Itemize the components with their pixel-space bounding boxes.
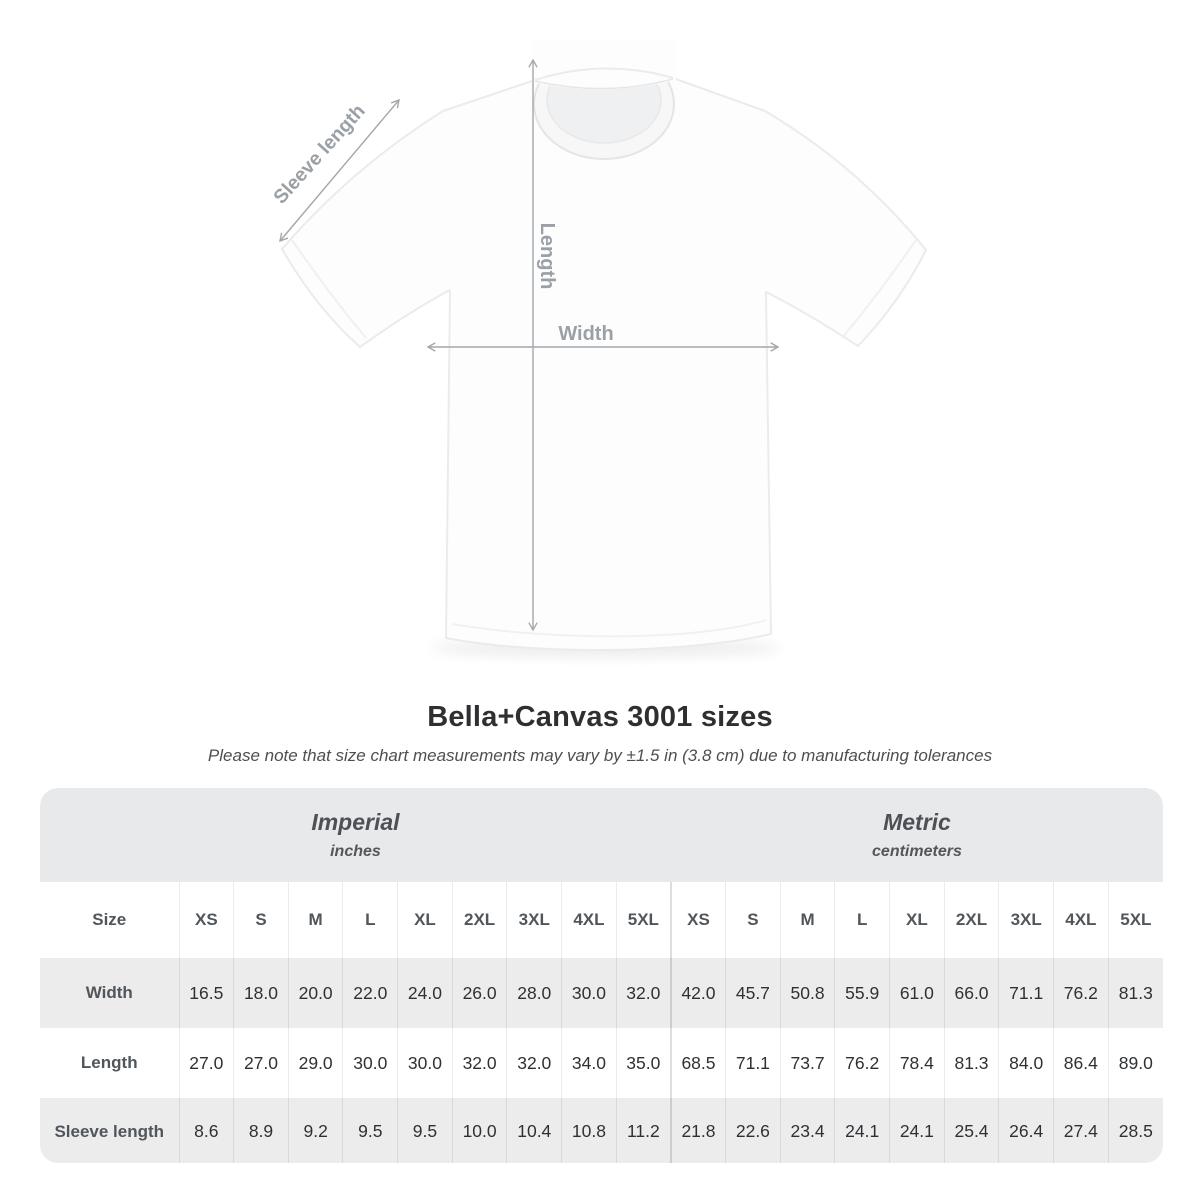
value-cell: 71.1	[998, 958, 1054, 1028]
metric-label: Metric	[883, 809, 951, 836]
value-cell: 18.0	[233, 958, 289, 1028]
value-cell: 27.0	[178, 1028, 234, 1098]
imperial-header: Imperial inches	[40, 788, 671, 882]
value-cell: 10.4	[506, 1098, 562, 1163]
unit-header-row: Imperial inches Metric centimeters	[40, 788, 1163, 882]
row-label: Length	[80, 1053, 138, 1072]
value-cell: 32.0	[615, 958, 671, 1028]
value-cell: 25.4	[943, 1098, 999, 1163]
value-cell: 81.3	[943, 1028, 999, 1098]
value-cell: 55.9	[834, 958, 890, 1028]
row-label: Sleeve length	[54, 1121, 165, 1141]
imperial-label: Imperial	[311, 809, 400, 836]
page-subtitle: Please note that size chart measurements…	[207, 746, 993, 765]
value-cell: 27.4	[1053, 1098, 1109, 1163]
size-header: L	[834, 882, 890, 958]
value-cell: 35.0	[615, 1028, 671, 1098]
value-cell: 22.0	[342, 958, 398, 1028]
value-cell: 8.6	[178, 1098, 234, 1163]
value-cell: 30.0	[561, 958, 617, 1028]
width-label: Width	[558, 323, 613, 345]
value-cell: 45.7	[725, 958, 781, 1028]
value-cell: 20.0	[287, 958, 343, 1028]
value-cell: 11.2	[615, 1098, 671, 1163]
size-header: 4XL	[1053, 882, 1109, 958]
value-cell: 76.2	[834, 1028, 890, 1098]
size-header: 3XL	[506, 882, 562, 958]
value-cell: 78.4	[889, 1028, 945, 1098]
value-cell: 68.5	[669, 1028, 726, 1098]
value-cell: 71.1	[725, 1028, 781, 1098]
value-cell: 10.8	[561, 1098, 617, 1163]
page-title: Bella+Canvas 3001 sizes	[427, 701, 773, 733]
size-header: M	[287, 882, 343, 958]
metric-unit-label: centimeters	[872, 842, 962, 860]
size-header-row: Size XS S M L XL 2XL 3XL 4XL 5XL XS S M …	[40, 882, 1163, 958]
size-chart-card: Imperial inches Metric centimeters Size …	[40, 788, 1163, 1163]
value-cell: 30.0	[342, 1028, 398, 1098]
value-cell: 76.2	[1053, 958, 1109, 1028]
value-cell: 84.0	[998, 1028, 1054, 1098]
value-cell: 10.0	[451, 1098, 507, 1163]
value-cell: 26.0	[451, 958, 507, 1028]
value-cell: 73.7	[779, 1028, 835, 1098]
size-header: XS	[178, 882, 234, 958]
value-cell: 9.5	[397, 1098, 453, 1163]
value-cell: 28.5	[1107, 1098, 1163, 1163]
value-cell: 30.0	[397, 1028, 453, 1098]
value-cell: 16.5	[178, 958, 234, 1028]
tshirt-measurement-diagram: Sleeve length Length Width	[269, 40, 927, 657]
size-header: 2XL	[943, 882, 999, 958]
size-header: 2XL	[451, 882, 507, 958]
value-cell: 28.0	[506, 958, 562, 1028]
value-cell: 24.1	[889, 1098, 945, 1163]
value-cell: 24.0	[397, 958, 453, 1028]
value-cell: 8.9	[233, 1098, 289, 1163]
length-row: Length 27.0 27.0 29.0 30.0 30.0 32.0 32.…	[40, 1028, 1163, 1098]
value-cell: 22.6	[725, 1098, 781, 1163]
value-cell: 9.5	[342, 1098, 398, 1163]
sleeve-length-arrow	[279, 98, 400, 243]
value-cell: 32.0	[506, 1028, 562, 1098]
value-cell: 42.0	[669, 958, 726, 1028]
width-row: Width 16.5 18.0 20.0 22.0 24.0 26.0 28.0…	[40, 958, 1163, 1028]
value-cell: 21.8	[669, 1098, 726, 1163]
value-cell: 27.0	[233, 1028, 289, 1098]
sleeve-length-row: Sleeve length 8.6 8.9 9.2 9.5 9.5 10.0 1…	[40, 1098, 1163, 1163]
size-header: XS	[669, 882, 726, 958]
size-header: 3XL	[998, 882, 1054, 958]
value-cell: 61.0	[889, 958, 945, 1028]
size-chart-table: Imperial inches Metric centimeters Size …	[40, 788, 1163, 1163]
size-header: XL	[397, 882, 453, 958]
size-header: M	[779, 882, 835, 958]
value-cell: 32.0	[451, 1028, 507, 1098]
value-cell: 9.2	[287, 1098, 343, 1163]
value-cell: 89.0	[1107, 1028, 1163, 1098]
row-label: Width	[85, 983, 133, 1002]
value-cell: 86.4	[1053, 1028, 1109, 1098]
tshirt-graphic	[281, 40, 927, 651]
size-header: S	[725, 882, 781, 958]
value-cell: 26.4	[998, 1098, 1054, 1163]
size-header: 5XL	[615, 882, 671, 958]
value-cell: 81.3	[1107, 958, 1163, 1028]
value-cell: 34.0	[561, 1028, 617, 1098]
size-header: 4XL	[561, 882, 617, 958]
size-header: L	[342, 882, 398, 958]
imperial-unit-label: inches	[330, 842, 381, 860]
value-cell: 23.4	[779, 1098, 835, 1163]
size-header: S	[233, 882, 289, 958]
metric-header: Metric centimeters	[670, 788, 1163, 882]
value-cell: 66.0	[943, 958, 999, 1028]
size-header: XL	[889, 882, 945, 958]
value-cell: 24.1	[834, 1098, 890, 1163]
value-cell: 50.8	[779, 958, 835, 1028]
size-column-header: Size	[92, 910, 127, 929]
size-header: 5XL	[1107, 882, 1163, 958]
value-cell: 29.0	[287, 1028, 343, 1098]
length-label: Length	[536, 223, 558, 290]
